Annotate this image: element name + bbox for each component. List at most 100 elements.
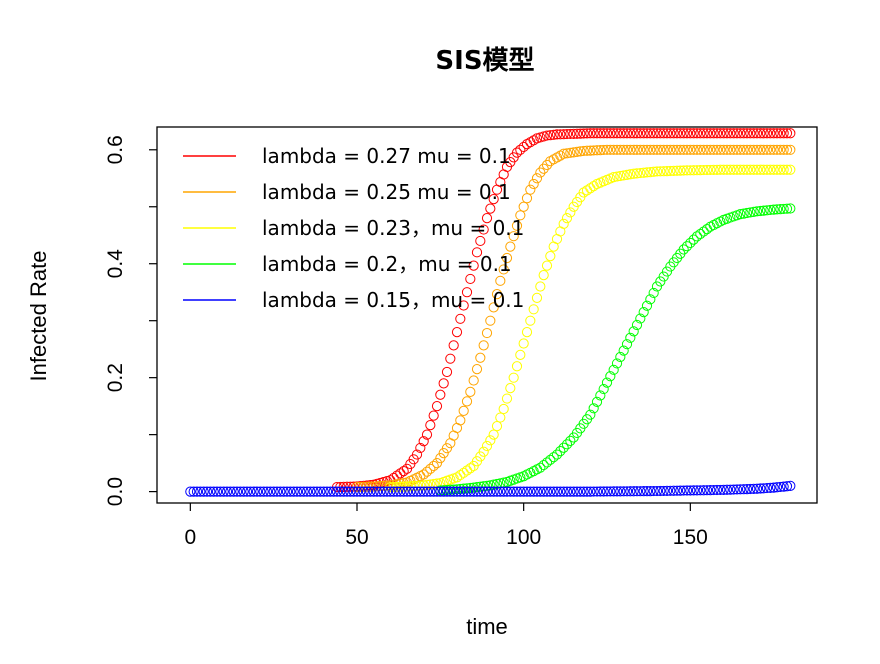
data-point bbox=[481, 213, 493, 224]
data-point bbox=[541, 260, 553, 271]
data-point bbox=[541, 457, 553, 468]
data-point bbox=[685, 165, 696, 176]
data-point bbox=[641, 144, 653, 155]
data-point bbox=[525, 137, 536, 148]
data-point bbox=[785, 203, 796, 214]
data-point bbox=[751, 164, 763, 175]
data-point bbox=[691, 165, 703, 176]
data-point bbox=[291, 486, 303, 497]
data-point bbox=[771, 164, 783, 175]
data-point bbox=[591, 128, 603, 139]
data-point bbox=[501, 486, 513, 497]
data-point bbox=[588, 181, 599, 192]
data-point bbox=[691, 128, 703, 139]
data-point bbox=[518, 338, 529, 349]
data-point bbox=[478, 446, 489, 457]
data-point bbox=[588, 403, 599, 414]
data-point bbox=[661, 266, 673, 277]
data-point bbox=[615, 351, 626, 363]
data-point bbox=[655, 128, 666, 139]
data-point bbox=[571, 486, 583, 497]
data-point bbox=[688, 165, 699, 176]
data-point bbox=[445, 353, 456, 364]
data-point bbox=[398, 481, 409, 492]
data-point bbox=[411, 480, 423, 491]
data-point bbox=[771, 144, 783, 155]
data-point bbox=[678, 128, 689, 139]
data-point bbox=[758, 483, 769, 494]
data-point bbox=[591, 396, 603, 407]
data-point bbox=[548, 452, 559, 463]
data-point bbox=[578, 486, 589, 497]
data-point bbox=[565, 486, 576, 497]
data-point bbox=[761, 482, 773, 494]
data-point bbox=[665, 144, 676, 155]
data-point bbox=[768, 144, 779, 155]
data-point bbox=[541, 486, 553, 497]
data-point bbox=[668, 144, 679, 155]
data-point bbox=[465, 482, 476, 494]
data-point bbox=[428, 410, 439, 421]
data-point bbox=[361, 486, 373, 497]
data-point bbox=[755, 144, 766, 155]
data-point bbox=[595, 486, 606, 497]
data-point bbox=[391, 486, 403, 497]
data-point bbox=[531, 173, 543, 184]
data-point bbox=[565, 207, 576, 218]
data-point bbox=[678, 165, 689, 176]
data-point bbox=[615, 144, 626, 155]
data-point bbox=[718, 164, 729, 175]
data-point bbox=[641, 486, 653, 497]
data-point bbox=[571, 128, 583, 139]
data-point bbox=[351, 486, 363, 497]
data-point bbox=[525, 315, 536, 326]
data-point bbox=[201, 486, 213, 497]
data-point bbox=[778, 481, 789, 492]
data-point bbox=[525, 486, 536, 497]
data-point bbox=[638, 167, 649, 178]
data-point bbox=[581, 145, 593, 156]
data-point bbox=[195, 486, 206, 497]
data-point bbox=[451, 326, 463, 338]
data-point bbox=[528, 486, 539, 497]
data-point bbox=[428, 460, 439, 472]
data-point bbox=[221, 486, 233, 497]
data-point bbox=[628, 168, 639, 179]
data-point bbox=[331, 486, 343, 497]
data-point bbox=[655, 166, 666, 177]
data-point bbox=[551, 486, 563, 497]
data-point bbox=[398, 466, 409, 477]
data-point bbox=[738, 164, 749, 175]
data-point bbox=[498, 486, 509, 497]
data-point bbox=[561, 486, 573, 497]
data-point bbox=[605, 144, 616, 155]
data-point bbox=[741, 128, 753, 139]
data-point bbox=[675, 144, 686, 155]
data-point bbox=[581, 185, 593, 196]
data-point bbox=[471, 364, 483, 375]
data-point bbox=[461, 486, 473, 497]
data-point bbox=[675, 128, 686, 139]
data-point bbox=[485, 315, 496, 326]
data-point bbox=[685, 237, 696, 249]
data-point bbox=[688, 485, 699, 496]
data-point bbox=[701, 128, 713, 139]
data-point bbox=[368, 486, 379, 497]
data-point bbox=[641, 128, 653, 139]
data-point bbox=[628, 486, 639, 497]
data-point bbox=[461, 483, 473, 494]
data-point bbox=[711, 484, 723, 496]
data-point bbox=[418, 469, 429, 480]
data-point bbox=[451, 484, 463, 495]
data-point bbox=[538, 459, 549, 471]
data-point bbox=[415, 480, 426, 491]
data-point bbox=[678, 144, 689, 155]
data-point bbox=[731, 164, 743, 175]
data-point bbox=[438, 378, 449, 389]
data-point bbox=[485, 435, 496, 446]
data-point bbox=[655, 276, 666, 287]
data-point bbox=[778, 164, 789, 175]
data-point bbox=[285, 486, 296, 497]
data-point bbox=[481, 486, 493, 497]
data-point bbox=[631, 168, 643, 179]
